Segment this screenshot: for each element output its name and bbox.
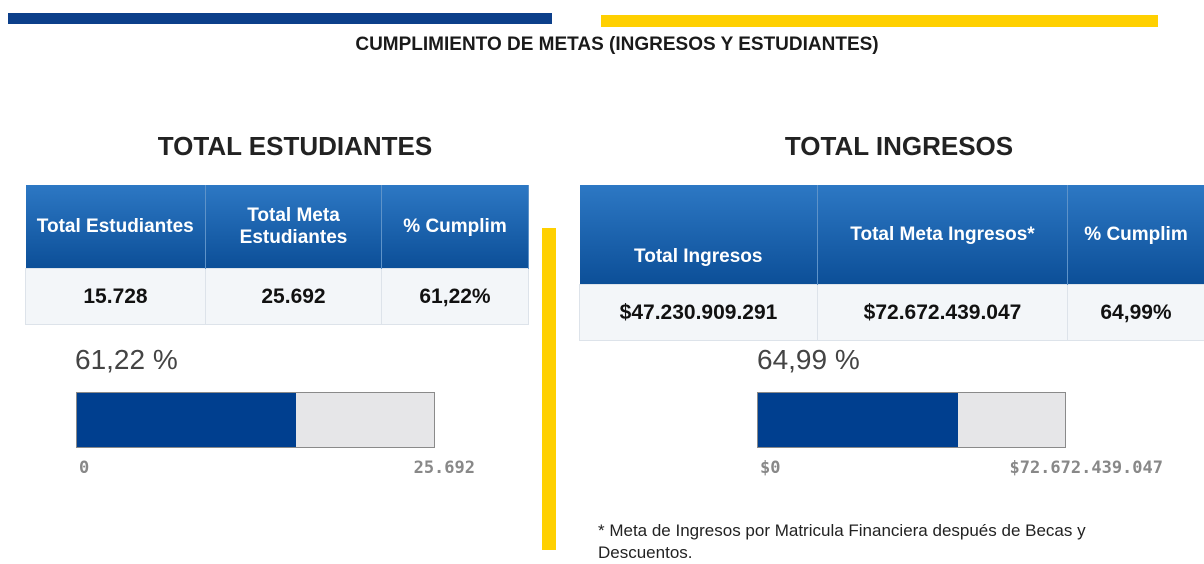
header-cell: % Cumplim [1067, 185, 1204, 285]
gauge-label: 64,99 % [757, 344, 860, 375]
cell: 64,99% [1067, 284, 1204, 341]
cell: $47.230.909.291 [579, 284, 818, 341]
footnote: * Meta de Ingresos por Matricula Financi… [598, 521, 1086, 562]
gauge-max-label: $72.672.439.047 [1009, 458, 1163, 478]
divider [542, 228, 556, 550]
panel-heading: TOTAL INGRESOS [784, 131, 1014, 161]
gauge-fill [758, 393, 958, 447]
yellow-rule [601, 15, 1158, 27]
gauge-max-label: 25.692 [413, 458, 475, 478]
header-cell: Total Ingresos [579, 185, 818, 285]
gauge-track [757, 392, 1066, 448]
cell: 61,22% [381, 268, 529, 325]
header-cell: % Cumplim [381, 185, 529, 269]
gauge-label: 61,22 % [75, 344, 178, 375]
panel-heading: TOTAL ESTUDIANTES [157, 131, 433, 161]
income-table: Total Ingresos Total Meta Ingresos* % Cu… [579, 185, 1204, 341]
page-title: CUMPLIMIENTO DE METAS (INGRESOS Y ESTUDI… [355, 34, 879, 55]
students-table: Total Estudiantes Total Meta Estudiantes… [25, 185, 529, 325]
header-cell: Total Meta Ingresos* [817, 185, 1068, 285]
header-cell: Total Estudiantes [25, 185, 206, 269]
header-cell: Total Meta Estudiantes [205, 185, 382, 269]
blue-rule [8, 13, 552, 24]
cell: 25.692 [205, 268, 382, 325]
cell: $72.672.439.047 [817, 284, 1068, 341]
gauge-min-label: $0 [760, 458, 781, 478]
cell: 15.728 [25, 268, 206, 325]
gauge-track [76, 392, 435, 448]
gauge-min-label: 0 [79, 458, 90, 478]
gauge-fill [77, 393, 296, 447]
